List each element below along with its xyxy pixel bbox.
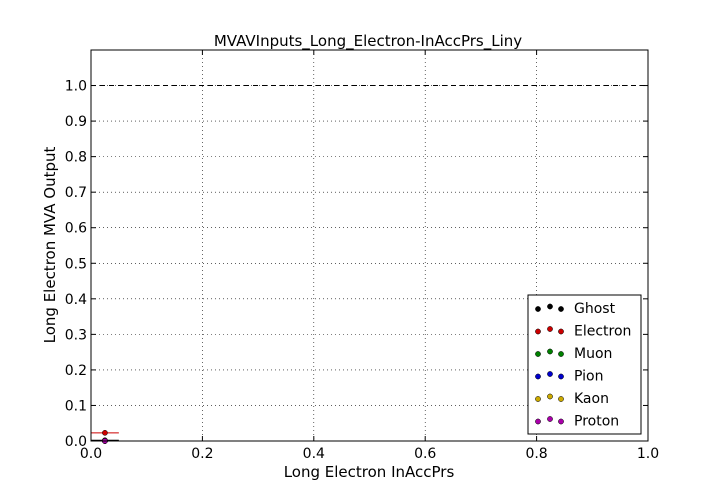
legend-box <box>527 294 642 435</box>
y-tick-label: 0.8 <box>65 150 87 166</box>
legend: Ghost Electron Muon Pion Kaon Proton <box>527 294 642 435</box>
legend-marker-electron <box>558 328 564 335</box>
legend-marker-muon <box>535 351 541 357</box>
x-tick-label: 0.0 <box>80 446 102 462</box>
x-tick-label: 1.0 <box>637 446 659 462</box>
legend-marker-kaon <box>558 396 564 402</box>
y-tick-label: 0.1 <box>65 398 87 414</box>
legend-marker-pion <box>558 373 564 380</box>
y-tick-label: 0.5 <box>65 256 87 272</box>
plot-frame <box>90 49 649 442</box>
legend-marker-electron <box>547 326 553 332</box>
legend-marker-ghost <box>547 303 553 310</box>
legend-label-ghost: Ghost <box>574 301 616 317</box>
legend-marker-electron <box>535 328 541 335</box>
legend-marker-muon <box>558 351 564 357</box>
legend-label-pion: Pion <box>574 369 603 385</box>
x-tick-label: 0.2 <box>191 446 213 462</box>
y-tick-label: 0.3 <box>65 327 87 343</box>
chart-title: MVAVInputs_Long_Electron-InAccPrs_Liny <box>214 32 522 51</box>
y-axis-label: Long Electron MVA Output <box>41 147 59 344</box>
y-tick-label: 0.0 <box>65 434 87 450</box>
x-tick-label: 0.8 <box>525 446 547 462</box>
legend-marker-ghost <box>558 306 564 312</box>
x-axis-label: Long Electron InAccPrs <box>284 463 455 481</box>
legend-marker-kaon <box>547 393 553 400</box>
y-tick-label: 0.9 <box>65 114 87 130</box>
y-tick-label: 0.6 <box>65 221 87 237</box>
x-tick-label: 0.4 <box>303 446 325 462</box>
legend-label-electron: Electron <box>574 324 631 340</box>
legend-marker-pion <box>535 373 541 380</box>
legend-label-kaon: Kaon <box>574 391 609 407</box>
legend-marker-proton <box>547 416 553 422</box>
legend-marker-ghost <box>535 306 541 312</box>
data-point-electron <box>102 429 108 436</box>
legend-label-proton: Proton <box>574 414 619 430</box>
legend-label-muon: Muon <box>574 346 612 362</box>
y-tick-label: 0.4 <box>65 292 87 308</box>
legend-marker-muon <box>547 348 553 355</box>
y-tick-label: 0.2 <box>65 363 87 379</box>
legend-marker-pion <box>547 371 553 377</box>
axis-ticks: 0.0 0.2 0.4 0.6 0.8 1.0 0.0 0.1 0.2 0.3 0.4 0.5 0.6 0… <box>65 50 659 462</box>
data-points <box>91 429 119 444</box>
legend-marker-proton <box>535 418 541 425</box>
x-tick-label: 0.6 <box>414 446 436 462</box>
y-tick-label: 0.7 <box>65 185 87 201</box>
legend-marker-proton <box>558 418 564 425</box>
legend-marker-kaon <box>535 396 541 402</box>
y-tick-label: 1.0 <box>65 79 87 95</box>
